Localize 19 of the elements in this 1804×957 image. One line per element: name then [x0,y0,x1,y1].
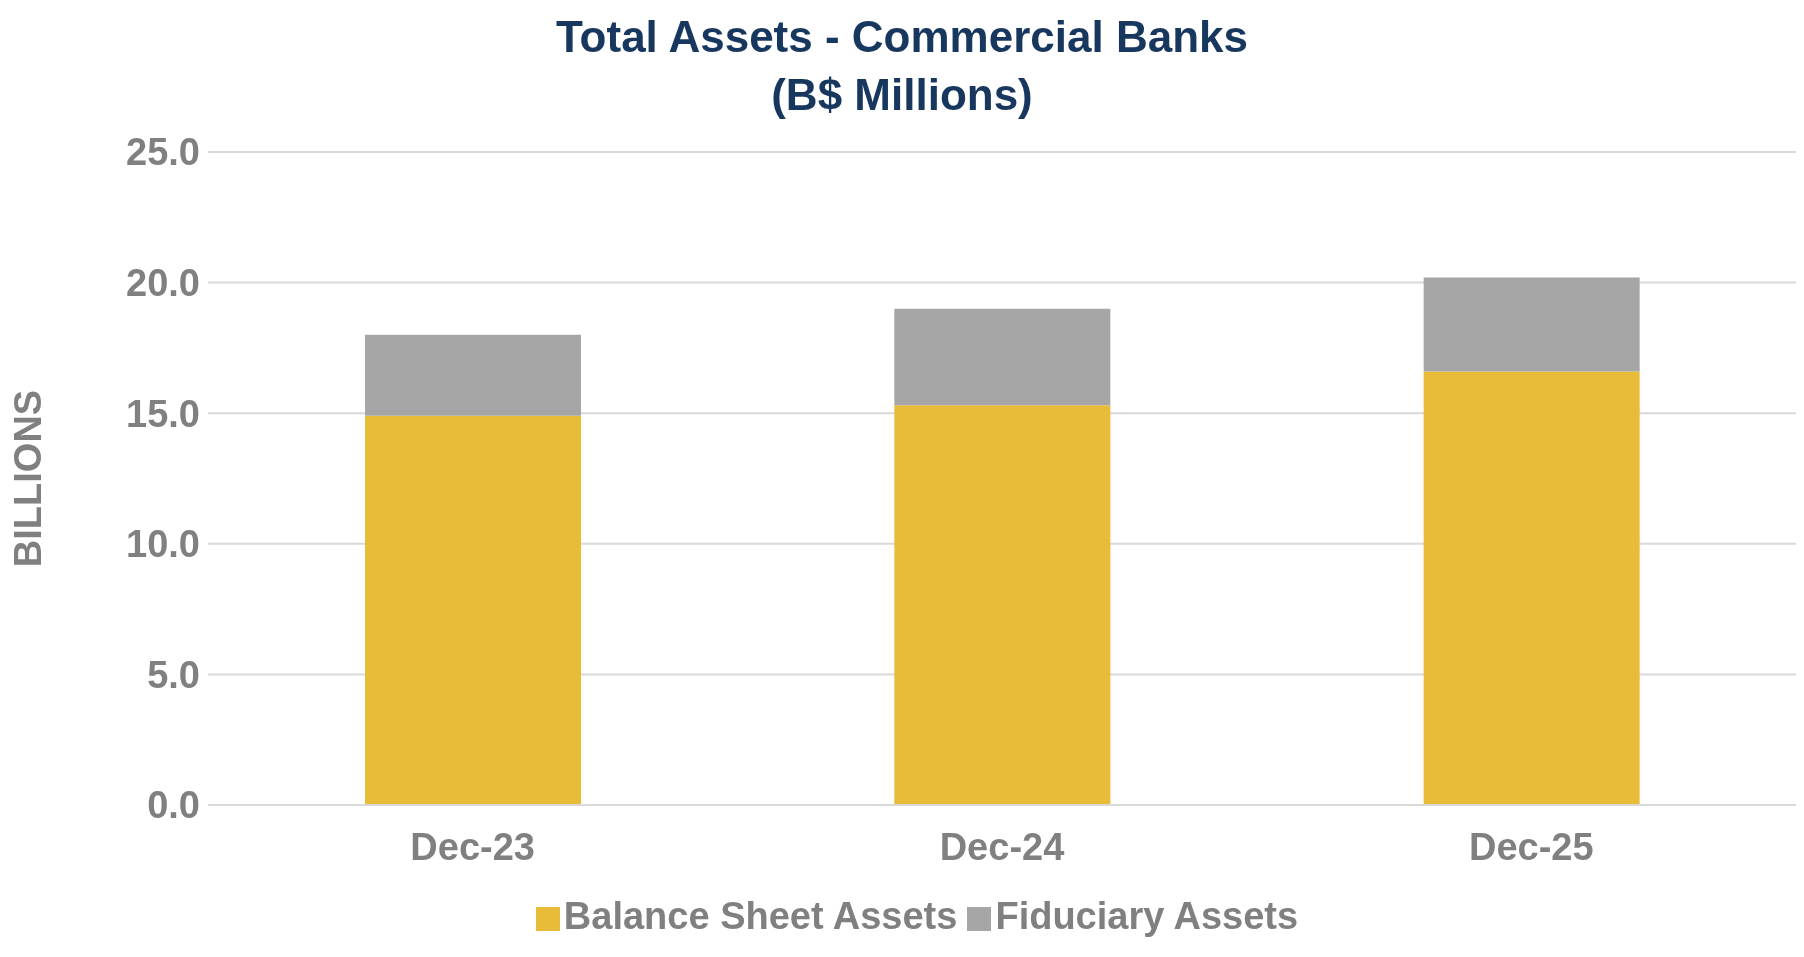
bar [894,308,1111,406]
y-tick-label: 25.0 [126,131,200,174]
chart-title: Total Assets - Commercial Banks (B$ Millions) [555,11,1249,121]
bar [365,334,581,416]
y-tick-label: 10.0 [126,523,200,566]
y-tick-label: 20.0 [126,262,200,305]
bar [894,405,1111,805]
x-tick-label: Dec-24 [939,825,1065,868]
bar [1423,371,1640,805]
bar [365,415,581,805]
legend-label: Fiduciary Assets [995,895,1299,937]
legend-label: Balance Sheet Assets [563,895,958,937]
y-axis-title: BILLIONS [7,389,50,568]
x-tick-label: Dec-25 [1469,825,1594,868]
y-tick-label: 5.0 [147,653,200,696]
bar [1423,277,1640,372]
y-tick-label: 15.0 [126,392,200,435]
y-tick-label: 0.0 [147,784,200,827]
x-tick-label: Dec-23 [410,825,535,868]
